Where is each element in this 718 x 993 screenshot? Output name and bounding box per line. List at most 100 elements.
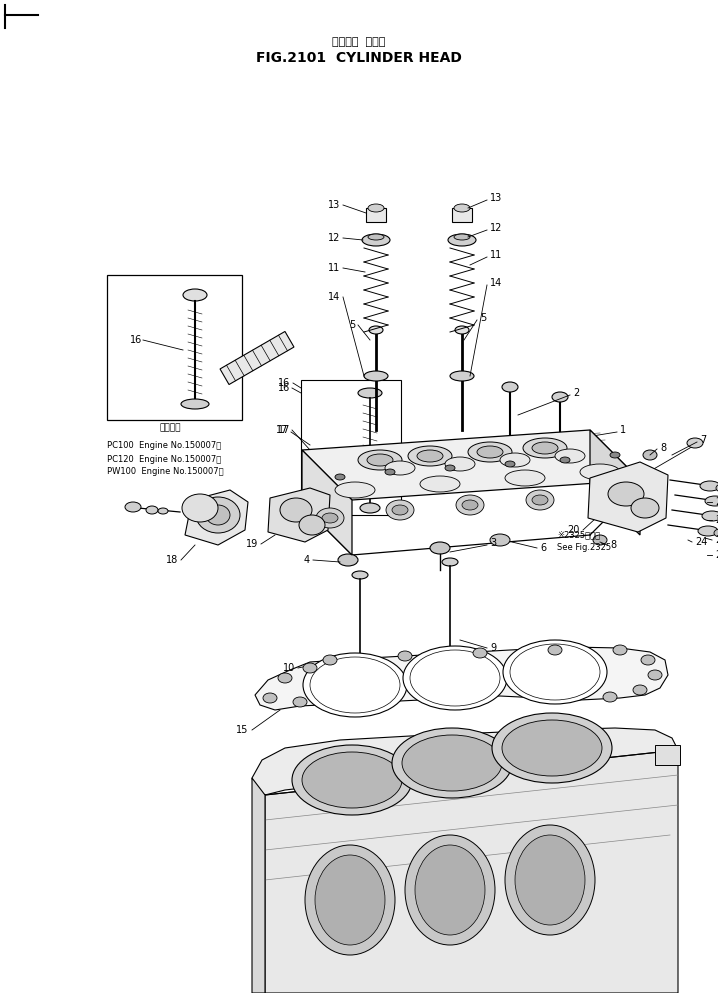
- Polygon shape: [185, 490, 248, 545]
- Ellipse shape: [716, 484, 718, 492]
- Text: PC100  Engine No.150007～: PC100 Engine No.150007～: [107, 442, 221, 451]
- Text: 12: 12: [327, 233, 340, 243]
- Ellipse shape: [183, 289, 207, 301]
- Ellipse shape: [532, 442, 558, 454]
- Ellipse shape: [292, 745, 412, 815]
- Ellipse shape: [714, 529, 718, 537]
- Ellipse shape: [450, 371, 474, 381]
- Text: 16: 16: [278, 378, 290, 388]
- Ellipse shape: [305, 845, 395, 955]
- Text: 23: 23: [715, 497, 718, 507]
- Polygon shape: [220, 332, 294, 384]
- Ellipse shape: [263, 693, 277, 703]
- Ellipse shape: [552, 392, 568, 402]
- Text: 5: 5: [480, 313, 486, 323]
- Text: 24: 24: [695, 537, 707, 547]
- Text: ※2325図参照: ※2325図参照: [557, 530, 600, 539]
- Ellipse shape: [523, 438, 567, 458]
- Ellipse shape: [358, 388, 382, 398]
- Bar: [452, 208, 472, 222]
- Text: 10: 10: [283, 663, 295, 673]
- Ellipse shape: [698, 526, 718, 536]
- Ellipse shape: [392, 728, 512, 798]
- Ellipse shape: [643, 450, 657, 460]
- Ellipse shape: [335, 482, 375, 498]
- Text: 18: 18: [166, 555, 178, 565]
- Ellipse shape: [342, 662, 378, 676]
- Ellipse shape: [278, 673, 292, 683]
- Ellipse shape: [408, 446, 452, 466]
- Ellipse shape: [386, 500, 414, 520]
- Ellipse shape: [448, 234, 476, 246]
- Ellipse shape: [293, 697, 307, 707]
- Ellipse shape: [648, 670, 662, 680]
- Text: シリンダ  ヘッド: シリンダ ヘッド: [332, 37, 386, 47]
- Ellipse shape: [415, 845, 485, 935]
- Text: 5: 5: [349, 320, 355, 330]
- Polygon shape: [255, 647, 668, 710]
- Text: 4: 4: [304, 555, 310, 565]
- Ellipse shape: [310, 657, 400, 713]
- Ellipse shape: [352, 571, 368, 579]
- Text: 13: 13: [490, 193, 503, 203]
- Text: 14: 14: [327, 292, 340, 302]
- Ellipse shape: [364, 371, 388, 381]
- Text: 19: 19: [246, 539, 258, 549]
- Ellipse shape: [687, 438, 703, 448]
- Ellipse shape: [367, 454, 393, 466]
- Ellipse shape: [505, 461, 515, 467]
- Ellipse shape: [603, 692, 617, 702]
- Ellipse shape: [434, 648, 466, 660]
- Text: 16: 16: [278, 383, 290, 393]
- Ellipse shape: [555, 449, 585, 463]
- Polygon shape: [588, 462, 668, 532]
- Ellipse shape: [593, 535, 607, 545]
- Ellipse shape: [322, 513, 338, 523]
- Ellipse shape: [500, 453, 530, 467]
- Ellipse shape: [702, 511, 718, 521]
- Ellipse shape: [473, 648, 487, 658]
- Ellipse shape: [420, 476, 460, 492]
- Bar: [301, 380, 401, 515]
- Text: See Fig.2325: See Fig.2325: [557, 542, 611, 551]
- Ellipse shape: [602, 490, 618, 500]
- Text: 14: 14: [490, 278, 503, 288]
- Ellipse shape: [323, 655, 337, 665]
- Ellipse shape: [456, 495, 484, 515]
- Ellipse shape: [302, 752, 402, 808]
- Text: 17: 17: [276, 425, 288, 435]
- Ellipse shape: [548, 645, 562, 655]
- Text: 16: 16: [130, 335, 142, 345]
- Ellipse shape: [158, 508, 168, 514]
- Ellipse shape: [515, 835, 585, 925]
- Polygon shape: [302, 450, 352, 555]
- Ellipse shape: [608, 482, 644, 506]
- Ellipse shape: [445, 457, 475, 471]
- Text: 8: 8: [610, 540, 616, 550]
- Ellipse shape: [503, 640, 607, 704]
- Bar: [107, 275, 242, 420]
- Ellipse shape: [181, 399, 209, 409]
- Polygon shape: [255, 790, 265, 993]
- Text: 15: 15: [236, 725, 248, 735]
- Ellipse shape: [362, 234, 390, 246]
- Text: 21: 21: [715, 535, 718, 545]
- Text: 11: 11: [327, 263, 340, 273]
- Ellipse shape: [358, 450, 402, 470]
- Ellipse shape: [631, 498, 659, 518]
- Bar: [655, 745, 680, 765]
- Ellipse shape: [303, 663, 317, 673]
- Text: 1: 1: [620, 425, 626, 435]
- Text: 3: 3: [490, 538, 496, 548]
- Ellipse shape: [560, 457, 570, 463]
- Ellipse shape: [146, 506, 158, 514]
- Ellipse shape: [445, 465, 455, 471]
- Ellipse shape: [385, 461, 415, 475]
- Text: 13: 13: [327, 200, 340, 210]
- Ellipse shape: [502, 382, 518, 392]
- Ellipse shape: [335, 474, 345, 480]
- Polygon shape: [252, 778, 265, 993]
- Text: FIG.2101  CYLINDER HEAD: FIG.2101 CYLINDER HEAD: [256, 51, 462, 65]
- Text: 22: 22: [715, 515, 718, 525]
- Ellipse shape: [613, 645, 627, 655]
